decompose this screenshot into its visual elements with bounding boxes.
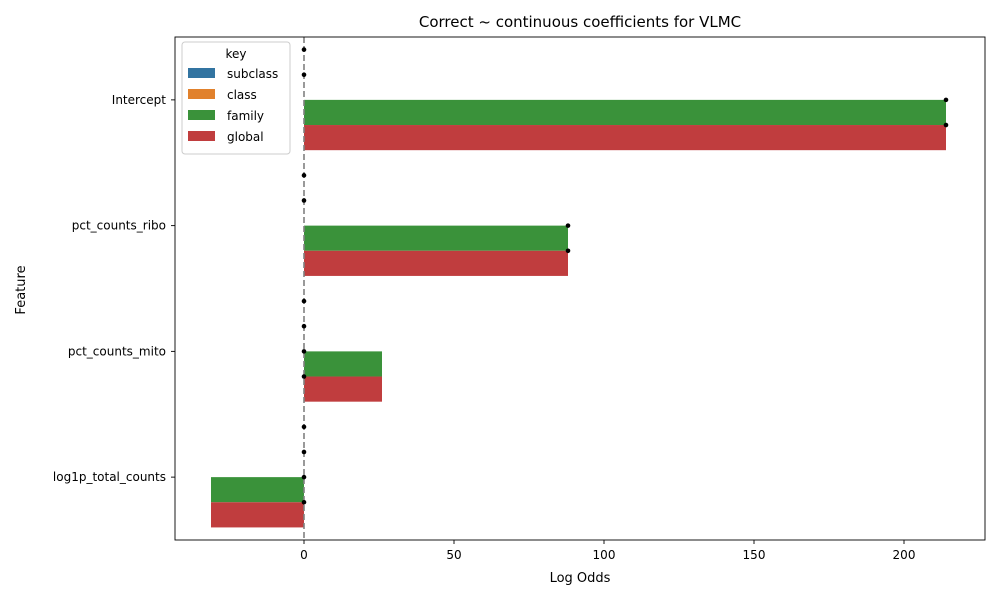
chart-title: Correct ~ continuous coefficients for VL… bbox=[419, 13, 741, 31]
x-tick-label-200: 200 bbox=[893, 548, 916, 562]
y-axis-label: Feature bbox=[14, 265, 29, 314]
point-marker-family-pct_counts_mito bbox=[301, 349, 307, 354]
point-marker-class-pct_counts_mito bbox=[301, 323, 307, 329]
y-tick-label-pct_counts_mito: pct_counts_mito bbox=[68, 344, 166, 358]
point-marker-global-log1p_total_counts bbox=[301, 499, 307, 505]
point-marker-family-log1p_total_counts bbox=[301, 474, 307, 480]
y-tick-label-pct_counts_ribo: pct_counts_ribo bbox=[72, 219, 166, 233]
point-marker-family-Intercept bbox=[943, 97, 949, 103]
point-marker-family-pct_counts_ribo bbox=[565, 223, 571, 228]
plot-frame bbox=[174, 36, 986, 541]
point-marker-subclass-pct_counts_ribo bbox=[301, 173, 307, 178]
bar-global-pct_counts_ribo bbox=[304, 250, 568, 276]
point-marker-class-Intercept bbox=[301, 72, 307, 78]
legend-swatch-subclass bbox=[188, 68, 215, 78]
bar-family-Intercept bbox=[304, 99, 946, 126]
x-axis-label: Log Odds bbox=[550, 571, 611, 586]
point-marker-class-pct_counts_ribo bbox=[301, 198, 307, 203]
x-tick-label-0: 0 bbox=[300, 548, 308, 562]
legend-swatch-class bbox=[188, 89, 215, 99]
point-marker-class-log1p_total_counts bbox=[301, 449, 307, 455]
y-tick-label-Intercept: Intercept bbox=[112, 93, 167, 107]
y-tick-label-log1p_total_counts: log1p_total_counts bbox=[53, 470, 166, 484]
point-marker-subclass-log1p_total_counts bbox=[301, 424, 307, 430]
bar-family-log1p_total_counts bbox=[211, 477, 304, 503]
bar-family-pct_counts_ribo bbox=[304, 225, 568, 251]
bar-global-Intercept bbox=[304, 125, 946, 151]
point-marker-subclass-Intercept bbox=[301, 47, 307, 52]
axes: 0 50 100 150 200 Intercept pct_counts_ribo pct_… bbox=[53, 36, 986, 562]
bar-family-pct_counts_mito bbox=[304, 351, 382, 377]
point-marker-global-pct_counts_ribo bbox=[565, 248, 571, 254]
bar-global-log1p_total_counts bbox=[211, 502, 304, 528]
x-tick-label-50: 50 bbox=[446, 548, 461, 562]
legend: key subclass class family global bbox=[181, 41, 291, 155]
x-tick-label-100: 100 bbox=[593, 548, 616, 562]
legend-label-global: global bbox=[227, 130, 264, 144]
legend-label-subclass: subclass bbox=[227, 67, 278, 81]
legend-swatch-global bbox=[188, 131, 215, 141]
point-marker-global-pct_counts_mito bbox=[301, 374, 307, 379]
legend-swatch-family bbox=[188, 110, 215, 120]
point-marker-global-Intercept bbox=[943, 122, 949, 128]
legend-title: key bbox=[225, 47, 246, 61]
point-marker-subclass-pct_counts_mito bbox=[301, 298, 307, 304]
plot-area bbox=[211, 37, 949, 540]
bar-global-pct_counts_mito bbox=[304, 376, 382, 402]
x-tick-label-150: 150 bbox=[743, 548, 766, 562]
legend-label-class: class bbox=[227, 88, 257, 102]
legend-label-family: family bbox=[227, 109, 264, 123]
